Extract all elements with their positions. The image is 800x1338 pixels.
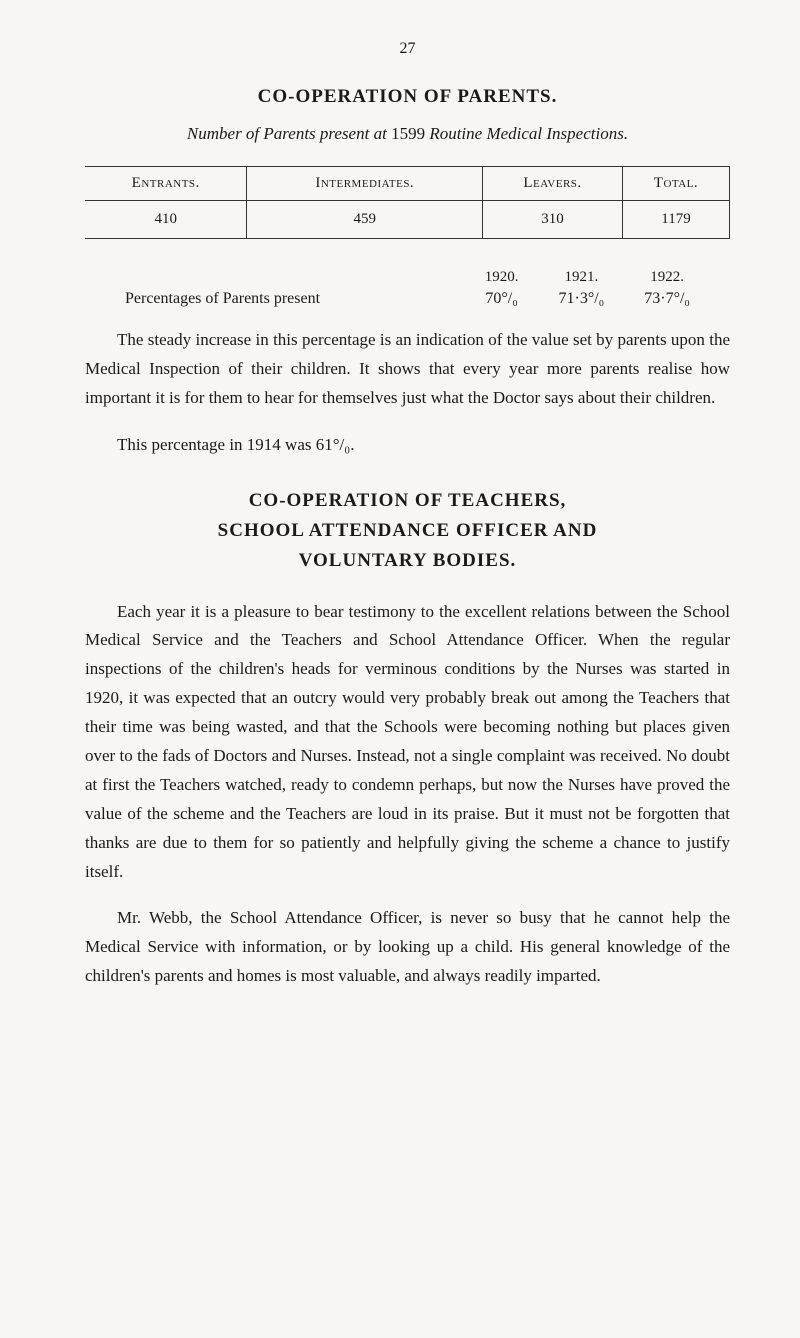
percentages-columns: 1920. 70°/₀ 1921. 71·3°/₀ 1922. 73·7°/₀ (320, 269, 730, 308)
paragraph-1914-percentage: This percentage in 1914 was 61°/₀. (85, 431, 730, 460)
cell-intermediates: 459 (247, 201, 483, 239)
cell-total: 1179 (622, 201, 729, 239)
col-intermediates-header: Intermediates. (247, 167, 483, 201)
percent-year: 1921. (559, 269, 605, 286)
percent-value: 71·3°/₀ (559, 290, 605, 308)
page-number: 27 (85, 40, 730, 58)
percent-value: 73·7°/₀ (644, 290, 690, 308)
subtitle-prefix: Number of Parents present at (187, 124, 391, 143)
percent-col-1922: 1922. 73·7°/₀ (644, 269, 690, 308)
paragraph-mr-webb: Mr. Webb, the School Attendance Officer,… (85, 904, 730, 991)
percent-year: 1920. (485, 269, 519, 286)
percentages-block: Percentages of Parents present 1920. 70°… (85, 269, 730, 308)
percent-col-1921: 1921. 71·3°/₀ (559, 269, 605, 308)
cell-entrants: 410 (85, 201, 247, 239)
cell-leavers: 310 (483, 201, 623, 239)
paragraph-steady-increase: The steady increase in this percentage i… (85, 326, 730, 413)
section2-line1: CO-OPERATION OF TEACHERS, (85, 490, 730, 512)
section1-subtitle: Number of Parents present at 1599 Routin… (85, 124, 730, 144)
inspections-table: Entrants. Intermediates. Leavers. Total.… (85, 166, 730, 239)
section2-line2: SCHOOL ATTENDANCE OFFICER AND (85, 520, 730, 542)
percent-year: 1922. (644, 269, 690, 286)
paragraph-each-year: Each year it is a pleasure to bear testi… (85, 598, 730, 887)
col-leavers-header: Leavers. (483, 167, 623, 201)
section1-title: CO-OPERATION OF PARENTS. (85, 86, 730, 108)
percent-col-1920: 1920. 70°/₀ (485, 269, 519, 308)
table-row: 410 459 310 1179 (85, 201, 730, 239)
col-entrants-header: Entrants. (85, 167, 247, 201)
subtitle-number: 1599 (391, 124, 425, 143)
section2-heading-group: CO-OPERATION OF TEACHERS, SCHOOL ATTENDA… (85, 490, 730, 572)
percentages-label: Percentages of Parents present (85, 290, 320, 308)
col-total-header: Total. (622, 167, 729, 201)
subtitle-suffix: Routine Medical Inspections. (425, 124, 628, 143)
percent-value: 70°/₀ (485, 290, 519, 308)
section2-line3: VOLUNTARY BODIES. (85, 550, 730, 572)
